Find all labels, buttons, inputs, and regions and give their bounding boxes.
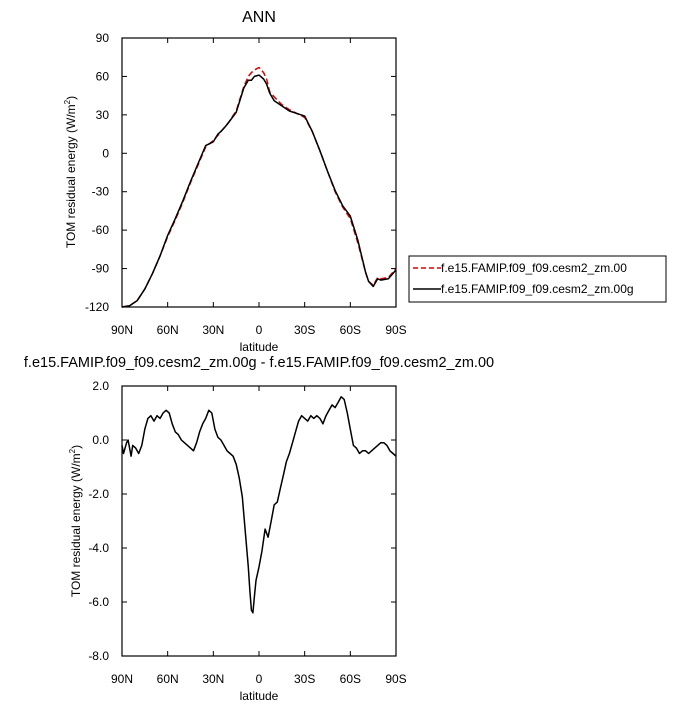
bottom-ytick-label-2: -2.0 [88, 487, 109, 501]
bottom-y-axis-label-name: TOM residual energy [69, 485, 83, 597]
top-plot-frame [121, 37, 397, 308]
top-series-line-0 [121, 66, 397, 308]
bottom-x-axis-label: latitude [240, 689, 279, 703]
top-ytick-label-1: 60 [96, 69, 110, 83]
top-ytick-label-4: -30 [92, 185, 110, 199]
bottom-plot-area [121, 385, 397, 657]
bottom-xtick-label-1: 60N [157, 672, 179, 686]
bottom-xtick-label-5: 60S [340, 672, 361, 686]
legend-entry-00: f.e15.FAMIP.f09_f09.cesm2_zm.00 [441, 261, 627, 275]
top-ytick-label-5: -60 [92, 223, 110, 237]
bottom-ytick-label-1: 0.0 [92, 433, 109, 447]
bottom-y-axis-label-sup: 2 [68, 448, 77, 453]
top-xtick-label-2: 30N [202, 323, 224, 337]
top-series-line-1 [121, 74, 397, 308]
top-ytick-label-3: 0 [102, 146, 109, 160]
top-xtick-label-4: 30S [294, 323, 315, 337]
bottom-ytick-label-4: -6.0 [88, 595, 109, 609]
bottom-x-axis: 90N 60N 30N 0 30S 60S 90S [111, 386, 407, 686]
top-y-axis-label-sup: 2 [63, 99, 72, 104]
bottom-plot-frame [121, 385, 397, 657]
top-xtick-label-6: 90S [385, 323, 406, 337]
top-y-axis-label: TOM residual energy (W/m2) [63, 96, 78, 248]
bottom-ytick-label-0: 2.0 [92, 379, 109, 393]
top-x-axis-label: latitude [240, 340, 279, 354]
top-plot-area [121, 37, 397, 308]
bottom-xtick-label-4: 30S [294, 672, 315, 686]
bottom-xtick-label-2: 30N [202, 672, 224, 686]
top-ytick-label-6: -90 [92, 262, 110, 276]
top-y-axis-label-units: (W/m [64, 104, 78, 133]
bottom-y-axis-label-close: ) [69, 445, 83, 449]
top-panel: ANN 90 60 30 0 -30 -60 -90 -120 90N 60N 30N 0 30S 60… [63, 9, 407, 354]
top-xtick-label-3: 0 [256, 323, 263, 337]
top-y-axis-label-close: ) [64, 96, 78, 100]
top-ytick-label-2: 30 [96, 108, 110, 122]
bottom-y-axis-label: TOM residual energy (W/m2) [68, 445, 83, 597]
bottom-title: f.e15.FAMIP.f09_f09.cesm2_zm.00g - f.e15… [24, 355, 494, 371]
top-title: ANN [242, 9, 276, 26]
top-xtick-label-0: 90N [111, 323, 133, 337]
bottom-ytick-label-5: -8.0 [88, 649, 109, 663]
bottom-xtick-label-0: 90N [111, 672, 133, 686]
top-y-axis: 90 60 30 0 -30 -60 -90 -120 [85, 31, 396, 314]
top-y-axis-label-name: TOM residual energy [64, 136, 78, 248]
bottom-series-line-0 [121, 396, 397, 614]
top-ytick-label-7: -120 [85, 300, 109, 314]
bottom-xtick-label-6: 90S [385, 672, 406, 686]
bottom-xtick-label-3: 0 [256, 672, 263, 686]
bottom-y-axis: 2.0 0.0 -2.0 -4.0 -6.0 -8.0 [88, 379, 396, 663]
legend-entry-00g: f.e15.FAMIP.f09_f09.cesm2_zm.00g [441, 282, 634, 296]
top-xtick-label-1: 60N [157, 323, 179, 337]
top-x-axis: 90N 60N 30N 0 30S 60S 90S [111, 38, 407, 337]
bottom-y-axis-label-units: (W/m [69, 453, 83, 482]
legend-box [408, 255, 667, 303]
legend: f.e15.FAMIP.f09_f09.cesm2_zm.00 f.e15.FA… [408, 255, 667, 303]
bottom-ytick-label-3: -4.0 [88, 541, 109, 555]
top-xtick-label-5: 60S [340, 323, 361, 337]
top-ytick-label-0: 90 [96, 31, 110, 45]
bottom-panel: f.e15.FAMIP.f09_f09.cesm2_zm.00g - f.e15… [24, 355, 494, 703]
